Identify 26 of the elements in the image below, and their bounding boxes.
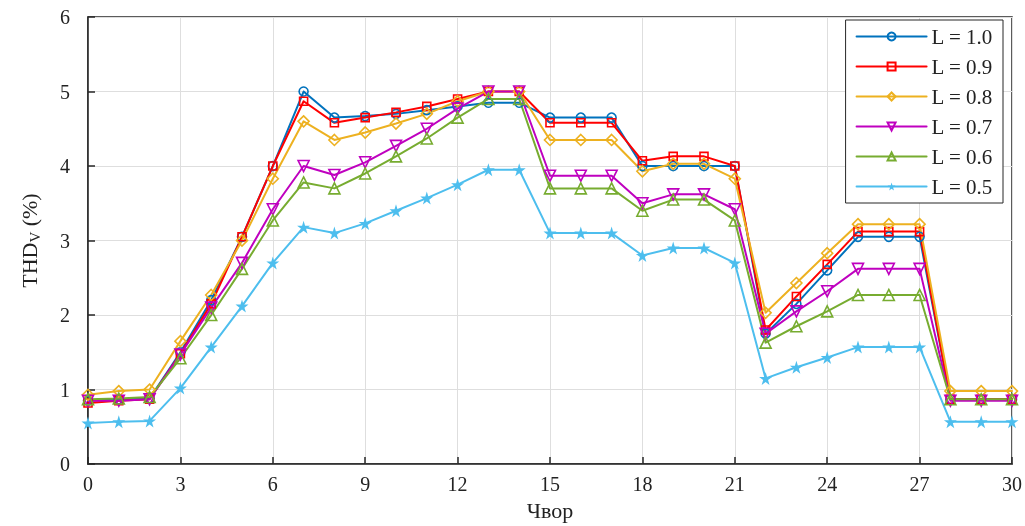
- y-axis-title: THDV (%): [17, 193, 43, 288]
- legend-label: L = 0.6: [931, 144, 993, 169]
- x-axis-title: Чвор: [526, 497, 574, 523]
- x-tick-label: 24: [817, 473, 838, 496]
- x-tick-label: 18: [632, 473, 653, 496]
- x-tick-label: 15: [540, 473, 560, 496]
- x-tick-label: 12: [447, 473, 468, 496]
- x-tick-label: 21: [724, 473, 745, 496]
- legend-label: L = 0.8: [931, 84, 993, 109]
- y-tick-label: 6: [60, 6, 70, 28]
- y-tick-label: 4: [60, 155, 70, 178]
- x-tick-label: 6: [267, 473, 278, 496]
- y-tick-label: 3: [60, 229, 70, 252]
- x-tick-label: 3: [175, 473, 186, 496]
- y-tick-label: 5: [60, 80, 70, 103]
- x-tick-label: 30: [1002, 473, 1022, 496]
- y-tick-label: 1: [60, 378, 70, 401]
- x-tick-label: 9: [360, 473, 371, 496]
- x-tick-label: 27: [909, 473, 930, 496]
- legend-label: L = 0.5: [931, 174, 993, 199]
- y-tick-label: 2: [60, 304, 70, 327]
- y-tick-label: 0: [60, 453, 70, 476]
- x-tick-label: 0: [83, 473, 93, 496]
- legend-label: L = 0.7: [931, 114, 993, 139]
- legend-label: L = 1.0: [931, 24, 993, 49]
- legend-label: L = 0.9: [931, 54, 993, 79]
